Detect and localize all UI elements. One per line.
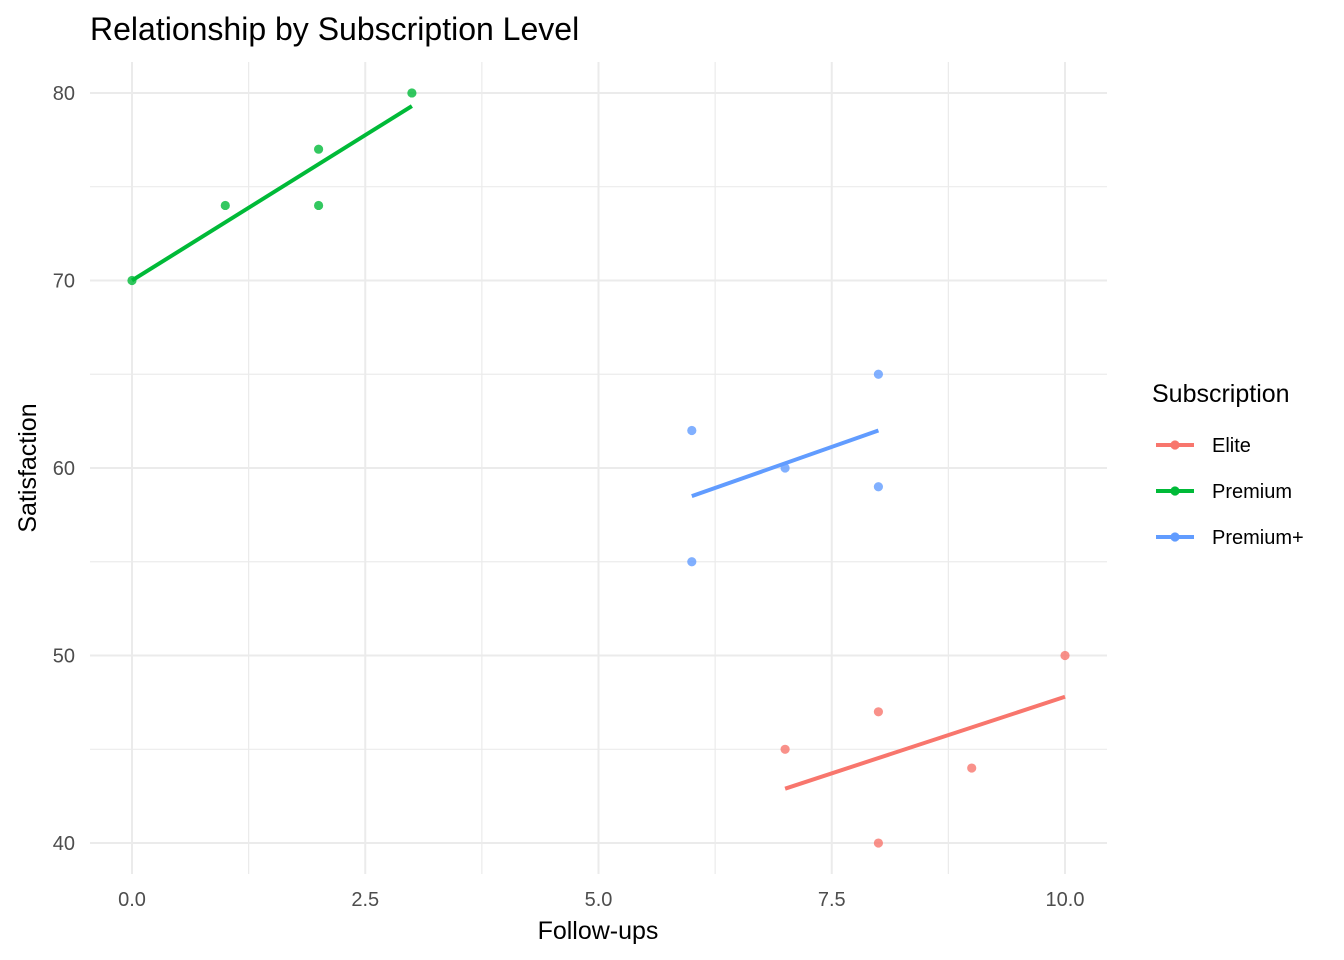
- x-tick-label: 5.0: [585, 889, 613, 911]
- x-tick-label: 2.5: [351, 889, 379, 911]
- legend-marker: [1170, 440, 1180, 450]
- y-axis-title: Satisfaction: [14, 403, 42, 532]
- data-point: [873, 482, 884, 492]
- legend-item: Premium+: [1156, 527, 1304, 549]
- data-point: [780, 744, 790, 754]
- data-point: [967, 763, 977, 773]
- trend-line: [691, 428, 880, 499]
- data-point: [1060, 650, 1070, 661]
- y-axis-ticks: 40 50 60 70 80: [53, 83, 75, 855]
- x-axis-ticks: 0.0 2.5 5.0 7.5 10.0: [118, 889, 1084, 911]
- plot-grid: [90, 62, 1107, 874]
- data-point: [873, 369, 884, 379]
- x-axis-title: Follow-ups: [538, 917, 659, 945]
- trend-line: [784, 694, 1066, 791]
- legend-title: Subscription: [1152, 380, 1290, 408]
- data-points: [127, 88, 1070, 848]
- legend-item: Elite: [1156, 435, 1251, 457]
- x-tick-label: 7.5: [818, 889, 846, 911]
- x-tick-label: 10.0: [1046, 889, 1085, 911]
- trend-line: [130, 104, 413, 283]
- data-point: [313, 144, 324, 154]
- legend-label: Premium: [1212, 481, 1292, 503]
- data-point: [780, 463, 790, 473]
- y-tick-label: 80: [53, 83, 75, 105]
- trend-lines: [130, 104, 1066, 791]
- data-point: [407, 88, 417, 98]
- x-tick-label: 0.0: [118, 889, 146, 911]
- data-point: [873, 707, 884, 717]
- y-tick-label: 50: [53, 646, 75, 668]
- legend-label: Elite: [1212, 435, 1251, 457]
- legend-marker: [1170, 486, 1180, 496]
- legend-marker: [1170, 532, 1180, 542]
- legend: Subscription Elite Premium Premium+: [1152, 380, 1304, 549]
- legend-item: Premium: [1156, 481, 1292, 503]
- data-point: [687, 557, 697, 567]
- y-tick-label: 60: [53, 458, 75, 480]
- data-point: [220, 200, 230, 211]
- data-point: [687, 425, 697, 436]
- chart-title: Relationship by Subscription Level: [90, 11, 579, 47]
- y-tick-label: 70: [53, 270, 75, 292]
- y-tick-label: 40: [53, 833, 75, 855]
- data-point: [873, 838, 884, 848]
- data-point: [313, 200, 324, 211]
- data-point: [127, 275, 137, 286]
- legend-label: Premium+: [1212, 527, 1304, 549]
